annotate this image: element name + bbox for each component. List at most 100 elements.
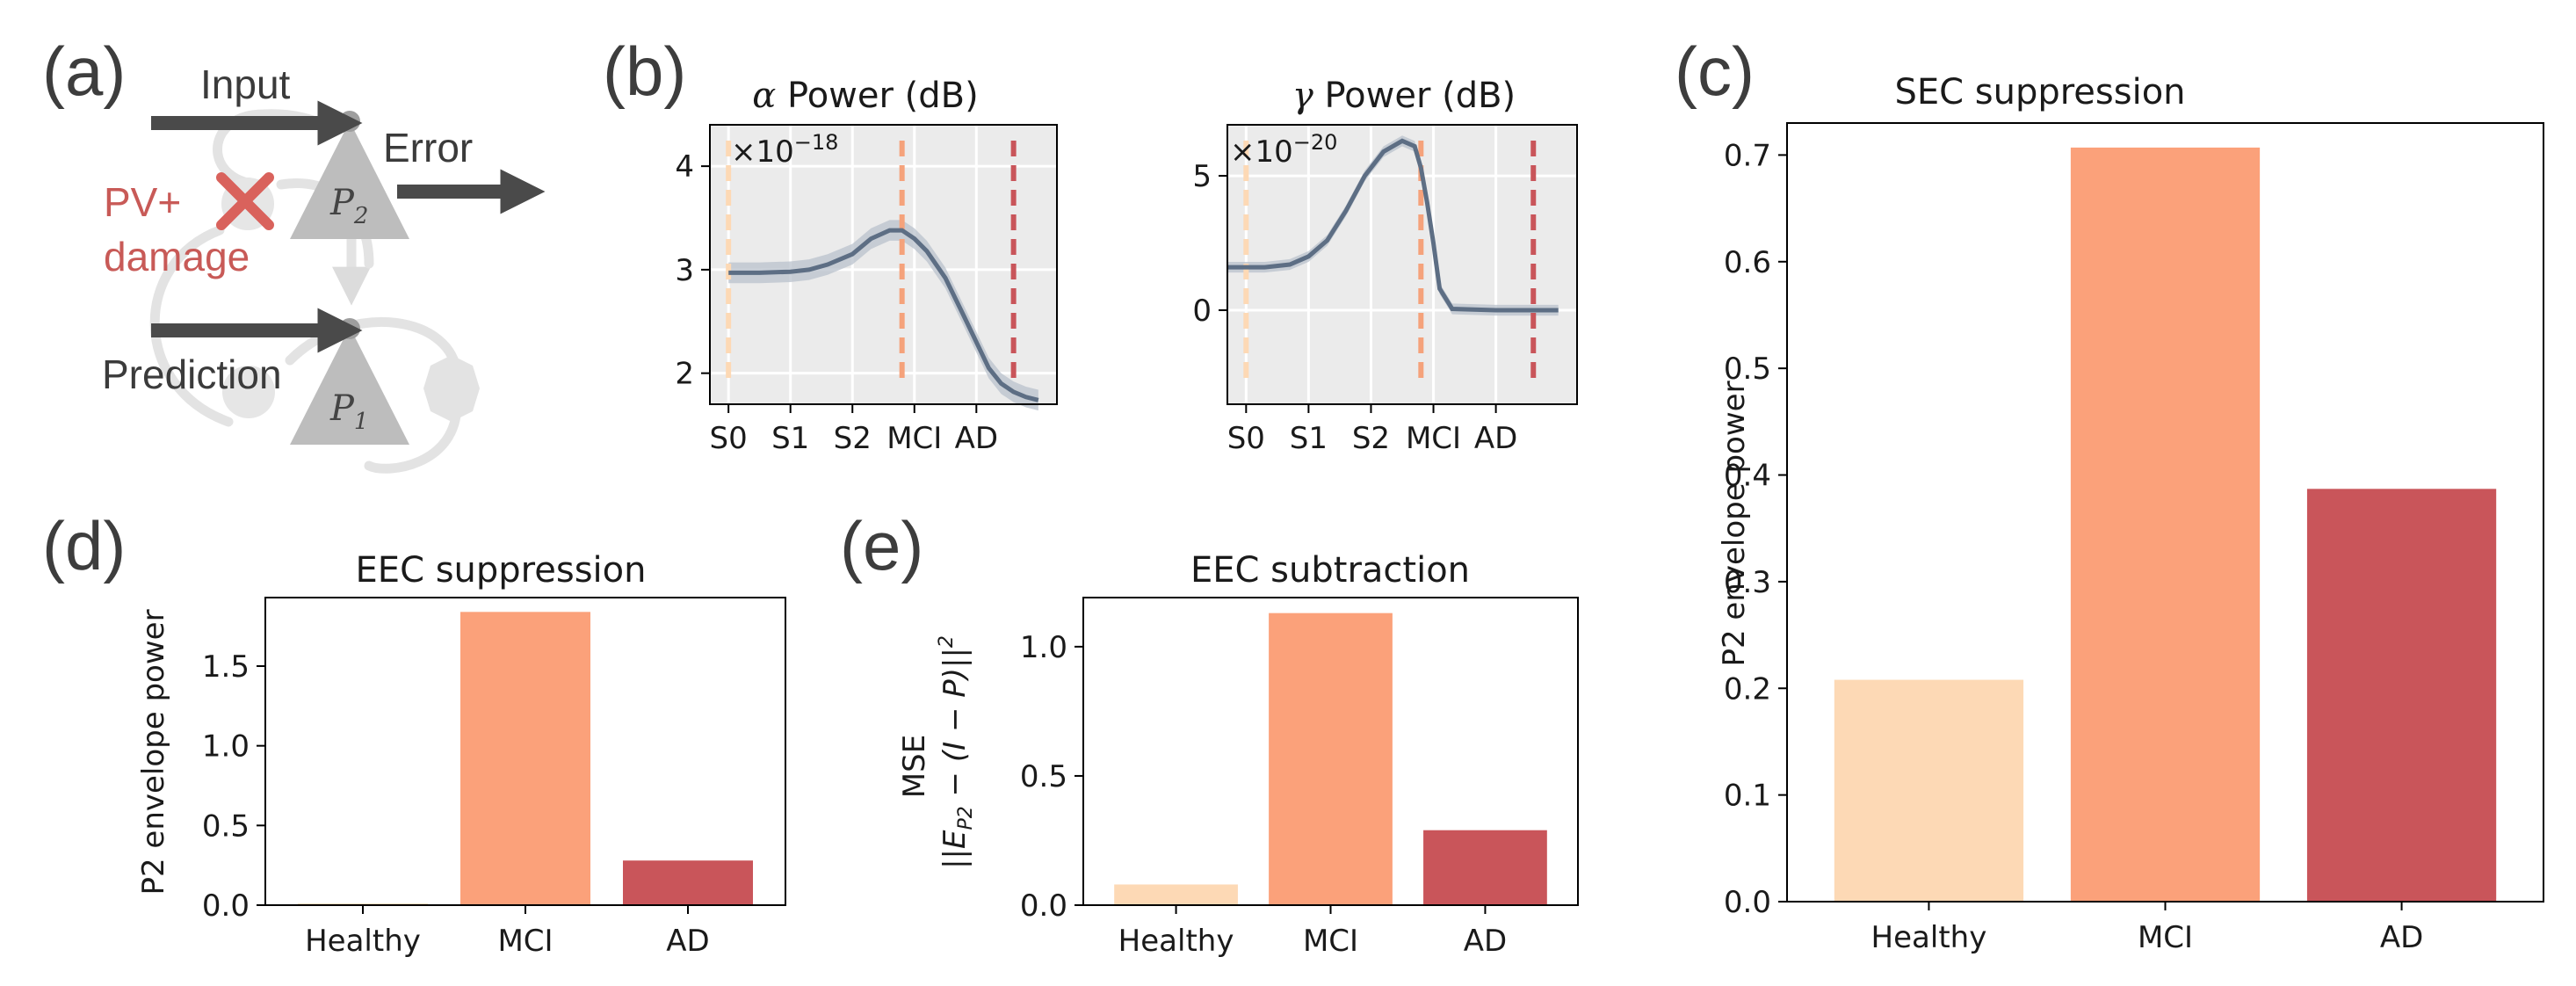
- d-xtick-label: Healthy: [305, 924, 421, 959]
- e-bar-mci: [1269, 613, 1393, 905]
- alpha-xtick-label: S1: [771, 421, 809, 456]
- pyramidal-neuron-p1-icon: [290, 327, 409, 445]
- alpha-ytick-label: 2: [675, 357, 694, 392]
- eec-subtraction-ylabel-line2: ||EP2 − (I − P)||2: [936, 635, 977, 869]
- c-ytick-label: 0.3: [1724, 565, 1771, 600]
- damage-label-line1: PV+: [104, 179, 181, 225]
- mse-part-sup: 2: [936, 635, 958, 648]
- d-ytick-label: 1.0: [202, 729, 250, 765]
- prediction-label: Prediction: [102, 352, 282, 397]
- gamma-chart-title: γ Power (dB): [1292, 76, 1516, 116]
- p1-label: P: [329, 388, 355, 429]
- c-ytick-label: 0.2: [1724, 671, 1771, 707]
- e-xtick-label: AD: [1464, 924, 1507, 959]
- d-xtick-label: MCI: [497, 924, 553, 959]
- panel-label-d: (d): [42, 507, 126, 584]
- cross-mark-icon: [216, 172, 274, 230]
- alpha-chart-title: α Power (dB): [752, 76, 978, 116]
- e-xtick-label: Healthy: [1118, 924, 1234, 959]
- mse-part-b: − (I − P)||: [937, 648, 973, 806]
- alpha-ytick-label: 3: [675, 253, 694, 288]
- d-ytick-label: 1.5: [202, 649, 250, 685]
- panel-label-e: (e): [840, 507, 923, 584]
- e-bar-healthy: [1114, 884, 1238, 905]
- d-bar-ad: [623, 860, 753, 905]
- e-ytick-label: 1.0: [1020, 630, 1067, 665]
- eec-suppression-ylabel: P2 envelope power: [136, 609, 171, 895]
- c-bar-ad: [2306, 489, 2497, 902]
- svg-text:P1: P1: [329, 388, 368, 435]
- c-xtick-label: AD: [2380, 920, 2423, 955]
- pyramidal-neuron-p2-icon: [290, 121, 409, 239]
- c-ytick-label: 0.4: [1724, 459, 1771, 494]
- svg-text:P2: P2: [329, 183, 368, 229]
- gamma-power-line: [1227, 138, 1559, 313]
- gamma-xtick-label: S0: [1227, 421, 1265, 456]
- gamma-xtick-label: MCI: [1406, 421, 1461, 456]
- sec-chart-title: SEC suppression: [1894, 72, 2185, 112]
- p1-sub: 1: [354, 409, 369, 435]
- p2-label: P: [329, 183, 355, 223]
- c-ytick-label: 0.1: [1724, 779, 1771, 814]
- alpha-title-rest: Power (dB): [776, 76, 978, 116]
- alpha-xtick-label: S2: [834, 421, 872, 456]
- gamma-scale-prefix: ×10: [1230, 134, 1293, 170]
- c-ytick-label: 0.5: [1724, 352, 1771, 387]
- eec-suppression-chart: EEC suppression Healthy MCI AD 0.0 0.5 1.0 1.…: [136, 550, 786, 959]
- panel-label-b: (b): [603, 33, 686, 110]
- c-xtick-label: Healthy: [1871, 920, 1987, 955]
- gamma-title-symbol: γ: [1292, 76, 1313, 116]
- alpha-scale-exp: −18: [794, 130, 839, 155]
- eec-subtraction-chart: EEC subtraction Healthy MCI AD 0.0 0.5 1.0 M…: [897, 550, 1579, 959]
- circuit-diagram: P2 P1 Input Error PV+ damage Prediction: [102, 62, 546, 474]
- c-bar-healthy: [1834, 679, 2024, 902]
- gamma-scale-note: ×10−20: [1230, 130, 1337, 170]
- gamma-title-rest: Power (dB): [1313, 76, 1516, 116]
- e-xtick-label: MCI: [1303, 924, 1358, 959]
- p2-sub: 2: [353, 203, 369, 229]
- gamma-xtick-label: AD: [1474, 421, 1517, 456]
- gamma-power-chart: γ Power (dB) S0 S1 S2 MCI AD 0 5 ×10−20: [1192, 76, 1578, 456]
- damage-label-line2: damage: [104, 234, 250, 279]
- alpha-xtick-label: S0: [710, 421, 748, 456]
- d-ytick-label: 0.5: [202, 808, 250, 844]
- e-ytick-label: 0.5: [1020, 759, 1067, 794]
- gamma-xtick-label: S2: [1352, 421, 1390, 456]
- panel-label-c: (c): [1675, 33, 1755, 110]
- c-ytick-label: 0.0: [1724, 885, 1771, 920]
- c-xtick-label: MCI: [2138, 920, 2193, 955]
- e-bar-ad: [1423, 830, 1547, 905]
- d-ytick-label: 0.0: [202, 888, 250, 924]
- alpha-scale-prefix: ×10: [731, 134, 794, 170]
- c-ytick-label: 0.7: [1724, 138, 1771, 173]
- alpha-confidence-band: [728, 220, 1038, 411]
- eec-subtraction-title: EEC subtraction: [1190, 550, 1470, 591]
- mse-part-sub: P2: [955, 806, 977, 830]
- interneuron-icon: [222, 366, 275, 418]
- interneuron-icon: [423, 355, 480, 422]
- alpha-xtick-label: AD: [955, 421, 998, 456]
- gamma-ytick-label: 0: [1192, 294, 1212, 329]
- sec-suppression-chart: SEC suppression Healthy MCI AD 0.0 0.1 0.2 0.…: [1717, 72, 2544, 955]
- alpha-power-chart: α Power (dB) S0 S1 S2 MCI AD 2 3 4 ×10−18: [675, 76, 1058, 456]
- d-xtick-label: AD: [666, 924, 709, 959]
- eec-suppression-title: EEC suppression: [356, 550, 647, 591]
- alpha-ytick-label: 4: [675, 149, 694, 185]
- alpha-title-symbol: α: [752, 76, 776, 116]
- error-label: Error: [383, 125, 473, 170]
- c-ytick-label: 0.6: [1724, 245, 1771, 280]
- alpha-scale-note: ×10−18: [731, 130, 838, 170]
- alpha-xtick-label: MCI: [886, 421, 942, 456]
- e-ytick-label: 0.0: [1020, 888, 1067, 924]
- gamma-scale-exp: −20: [1293, 130, 1338, 155]
- mse-part-a: ||E: [937, 830, 973, 869]
- input-label: Input: [200, 62, 291, 107]
- d-bar-mci: [460, 612, 590, 905]
- panel-label-a: (a): [42, 33, 126, 110]
- gamma-ytick-label: 5: [1192, 159, 1212, 194]
- alpha-power-line: [728, 228, 1039, 402]
- sec-ylabel: P2 envelope power: [1717, 381, 1752, 666]
- c-bar-mci: [2070, 147, 2261, 903]
- eec-subtraction-ylabel-line1: MSE: [897, 735, 932, 798]
